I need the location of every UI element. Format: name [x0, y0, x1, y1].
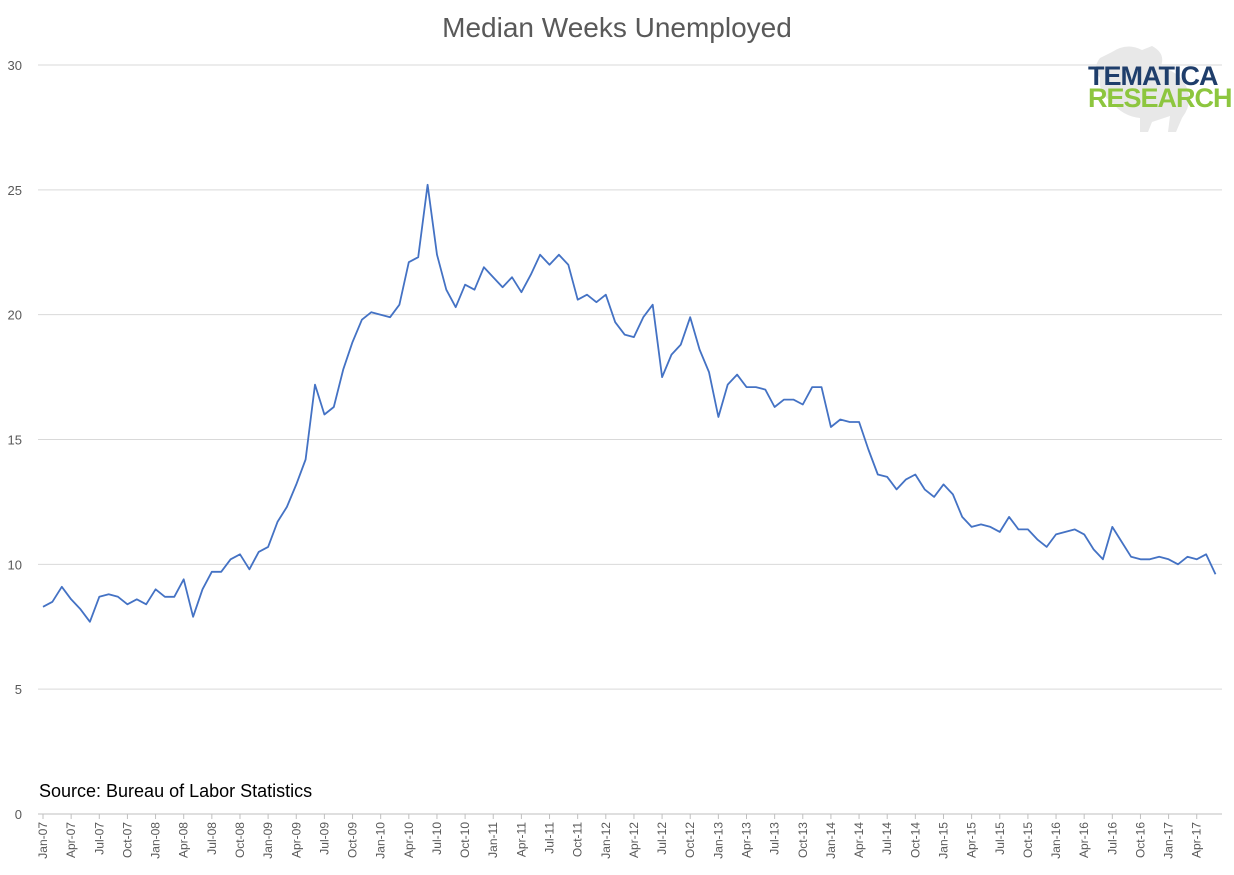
x-tick-label: Jan-11 [486, 822, 500, 858]
x-tick-label: Apr-10 [402, 822, 416, 858]
chart-title: Median Weeks Unemployed [442, 12, 792, 43]
x-tick-label: Apr-07 [64, 822, 78, 858]
y-tick-label: 20 [8, 308, 22, 323]
x-tick-label: Oct-10 [458, 822, 472, 858]
x-tick-label: Apr-11 [514, 822, 528, 857]
x-tick-label: Jul-07 [92, 822, 106, 855]
x-tick-label: Oct-14 [908, 822, 922, 858]
x-tick-label: Oct-08 [233, 822, 247, 858]
x-tick-label: Jan-12 [599, 822, 613, 859]
x-tick-label: Jul-12 [655, 822, 669, 855]
x-tick-label: Oct-12 [683, 822, 697, 858]
logo-text-research: RESEARCH [1088, 83, 1233, 113]
y-tick-label: 5 [15, 682, 22, 697]
x-tick-label: Jan-13 [711, 822, 725, 859]
x-tick-label: Jul-15 [993, 822, 1007, 855]
y-tick-label: 30 [8, 58, 22, 73]
x-tick-label: Oct-07 [120, 822, 134, 858]
y-tick-label: 10 [8, 557, 22, 572]
x-tick-label: Oct-16 [1133, 822, 1147, 858]
x-tick-label: Jul-10 [430, 822, 444, 855]
x-tick-label: Jan-09 [261, 822, 275, 859]
x-tick-label: Jan-10 [374, 822, 388, 859]
y-tick-label: 25 [8, 183, 22, 198]
x-tick-label: Apr-15 [965, 822, 979, 858]
source-note: Source: Bureau of Labor Statistics [39, 781, 313, 801]
x-tick-label: Jul-16 [1105, 822, 1119, 855]
y-tick-label: 15 [8, 433, 22, 448]
x-tick-label: Jul-11 [543, 822, 557, 854]
x-tick-label: Oct-11 [571, 822, 585, 857]
x-tick-label: Oct-15 [1021, 822, 1035, 858]
x-tick-label: Jul-13 [768, 822, 782, 855]
y-tick-label: 0 [15, 807, 22, 822]
x-tick-label: Jul-09 [317, 822, 331, 855]
x-tick-label: Oct-09 [346, 822, 360, 858]
x-tick-label: Jul-08 [205, 822, 219, 855]
x-tick-label: Jan-14 [824, 822, 838, 859]
x-tick-label: Jan-16 [1049, 822, 1063, 859]
bull-bear-watermark-icon [1096, 46, 1190, 132]
x-tick-label: Oct-13 [796, 822, 810, 858]
series-line [42, 183, 1217, 623]
x-tick-label: Apr-16 [1077, 822, 1091, 858]
x-tick-label: Apr-13 [740, 822, 754, 858]
x-tick-label: Jan-17 [1162, 822, 1176, 859]
x-tick-label: Jan-15 [936, 822, 950, 859]
x-tick-label: Apr-17 [1190, 822, 1204, 858]
x-tick-label: Apr-14 [852, 822, 866, 858]
logo-text-tematica: TEMATICA [1088, 61, 1218, 91]
x-tick-label: Apr-09 [289, 822, 303, 858]
x-tick-label: Jan-08 [149, 822, 163, 859]
x-tick-label: Jul-14 [880, 822, 894, 855]
tematica-research-logo: TEMATICA RESEARCH [1082, 42, 1233, 134]
x-tick-label: Apr-12 [627, 822, 641, 858]
x-tick-label: Apr-08 [177, 822, 191, 858]
x-tick-label: Jan-07 [36, 822, 50, 859]
